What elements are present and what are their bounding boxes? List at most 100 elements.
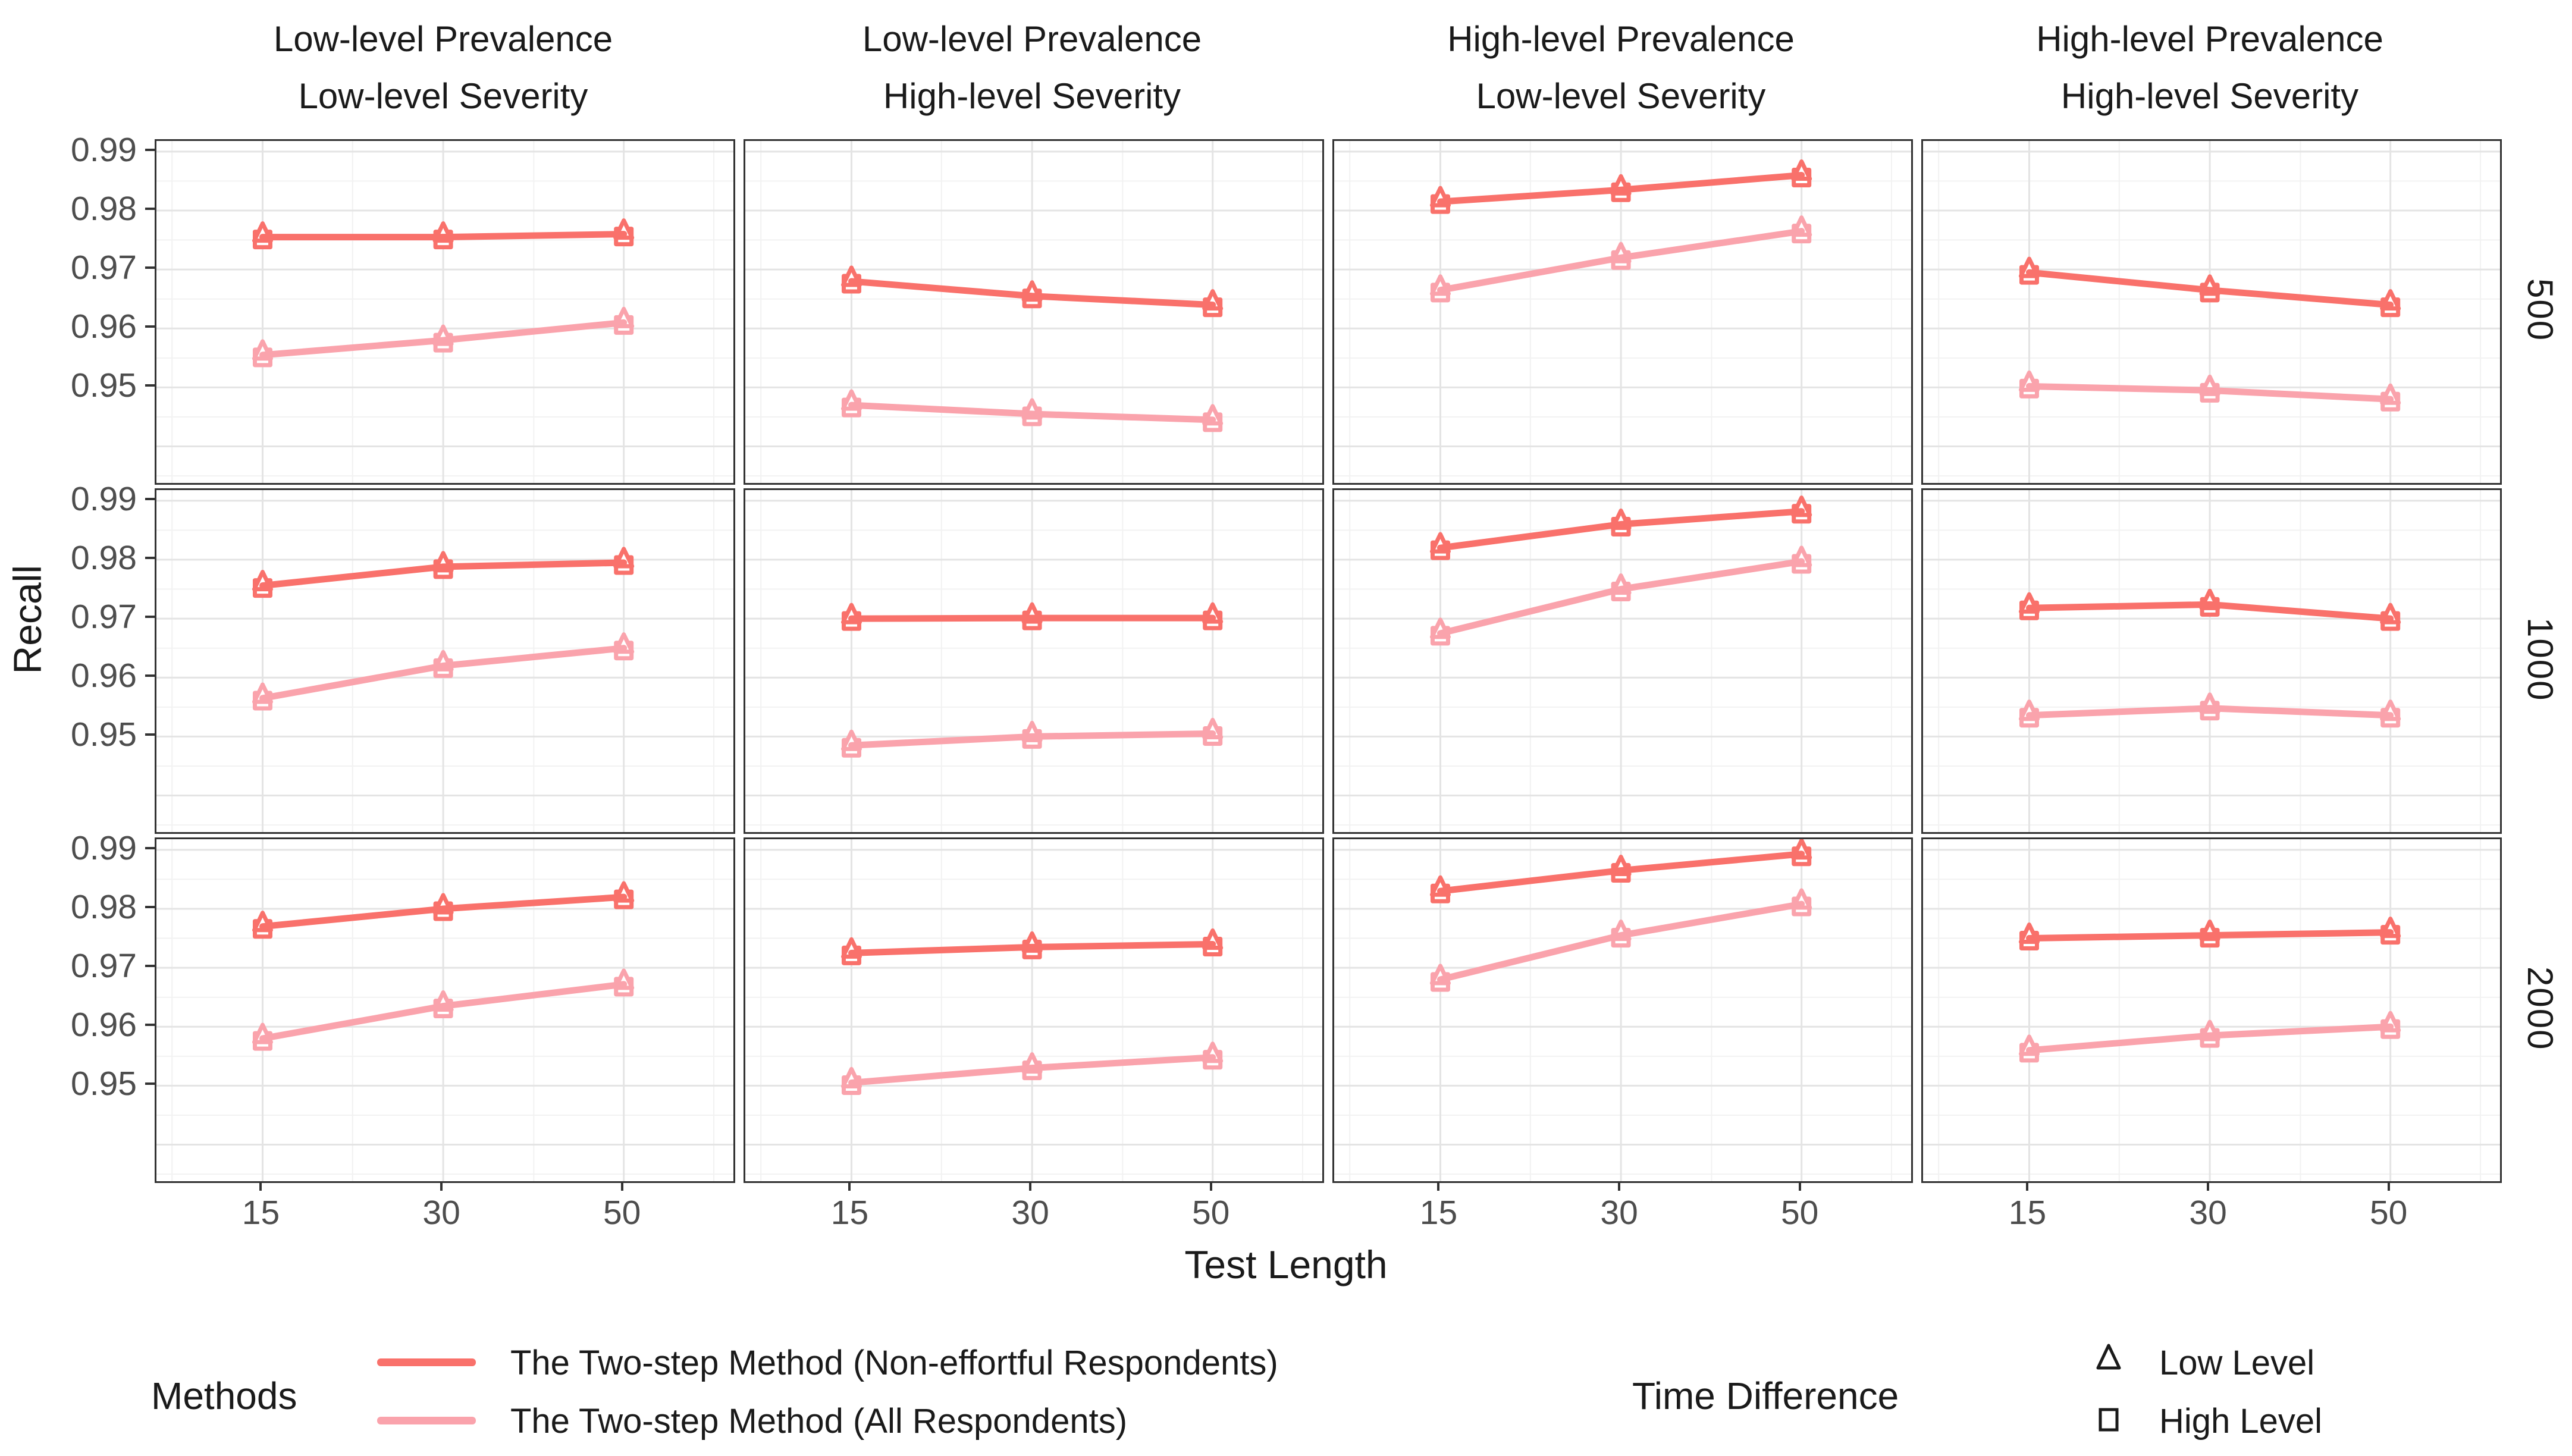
y-tick-mark [145,733,155,736]
series-line [2025,1023,2394,1054]
series-line [2025,705,2394,719]
x-tick-label: 15 [830,1194,869,1232]
x-tick-label: 50 [603,1194,641,1232]
y-tick-label: 0.95 [71,716,137,754]
legend-methods-title: Methods [151,1375,297,1417]
x-tick-mark [2387,1181,2390,1191]
series-line [848,730,1216,749]
x-tick-label: 15 [1419,1194,1458,1232]
facet-panel-1000-c2 [744,488,1324,834]
facet-column-title: High-level Prevalence Low-level Severity [1447,19,1795,116]
y-axis-title: Recall [5,565,49,674]
x-tick-label: 50 [1191,1194,1230,1232]
y-tick-mark [145,1082,155,1085]
series-line [2025,929,2394,942]
facet-row-strip: 1000 [2520,617,2560,702]
series-line [1436,900,1805,983]
facet-panel-1000-c4 [1921,488,2502,834]
y-tick-label: 0.96 [71,657,137,695]
y-tick-label: 0.97 [71,598,137,636]
y-tick-mark [145,1024,155,1027]
series-line [2025,269,2394,309]
y-tick-mark [145,325,155,328]
facet-row-strip: 500 [2520,278,2560,342]
legend-line-swatch-all-respondents [377,1417,476,1424]
legend-label-high-level: High Level [2159,1402,2323,1441]
y-tick-label: 0.95 [71,366,137,405]
x-tick-label: 30 [2189,1194,2227,1232]
series-line [1436,228,1805,294]
x-tick-label: 30 [1600,1194,1638,1232]
y-tick-mark [145,497,155,500]
y-tick-label: 0.96 [71,1006,137,1044]
legend-label-low-level: Low Level [2159,1344,2315,1382]
series-line [1436,508,1805,551]
facet-column-title: Low-level Prevalence High-level Severity [862,19,1202,116]
series-line [259,645,628,702]
series-line [2025,382,2394,403]
x-tick-mark [1209,1181,1212,1191]
x-tick-mark [620,1181,623,1191]
x-tick-mark [848,1181,851,1191]
series-line [848,401,1216,423]
facet-row-strip: 2000 [2520,966,2560,1051]
y-tick-label: 0.97 [71,947,137,986]
y-tick-mark [145,616,155,619]
y-tick-mark [145,148,155,151]
x-tick-label: 30 [1011,1194,1049,1232]
x-tick-mark [2207,1181,2210,1191]
legend-label-non-effortful: The Two-step Method (Non-effortful Respo… [510,1344,1278,1382]
x-tick-mark [2026,1181,2029,1191]
facet-panel-1000-c3 [1332,488,1913,834]
y-tick-label: 0.99 [71,479,137,518]
x-tick-label: 15 [241,1194,280,1232]
x-tick-mark [259,1181,262,1191]
x-tick-label: 50 [1780,1194,1819,1232]
y-tick-mark [145,965,155,968]
y-tick-label: 0.98 [71,887,137,926]
legend-time-difference-title: Time Difference [1632,1375,1899,1417]
y-tick-label: 0.97 [71,249,137,287]
y-tick-label: 0.95 [71,1065,137,1103]
facet-panel-500-c1 [155,139,735,485]
series-line [848,940,1216,956]
x-tick-mark [1798,1181,1801,1191]
x-axis-title: Test Length [1184,1242,1388,1286]
x-tick-mark [440,1181,443,1191]
facet-panel-1000-c1 [155,488,735,834]
series-line [259,319,628,359]
series-line [2025,601,2394,622]
triangle-icon [2096,1344,2121,1370]
x-tick-mark [1437,1181,1440,1191]
y-tick-label: 0.99 [71,829,137,867]
series-line [848,1054,1216,1086]
y-tick-label: 0.98 [71,189,137,228]
facet-panel-2000-c2 [744,837,1324,1183]
y-tick-mark [145,207,155,210]
facet-column-title: High-level Prevalence High-level Severity [2036,19,2383,116]
facet-panel-2000-c4 [1921,837,2502,1183]
series-line [848,278,1216,309]
series-line [259,981,628,1042]
series-line [259,231,628,241]
facet-panel-2000-c3 [1332,837,1913,1183]
y-tick-mark [145,556,155,559]
y-tick-label: 0.96 [71,307,137,346]
x-tick-mark [1618,1181,1621,1191]
y-tick-mark [145,905,155,908]
series-line [259,559,628,589]
facet-panel-500-c3 [1332,139,1913,485]
y-tick-mark [145,674,155,677]
series-line [1436,851,1805,895]
y-tick-mark [145,266,155,269]
x-tick-label: 15 [2008,1194,2047,1232]
legend-line-swatch-non-effortful [377,1358,476,1366]
x-tick-label: 30 [422,1194,460,1232]
x-tick-label: 50 [2369,1194,2408,1232]
series-line [848,614,1216,622]
series-line [259,893,628,930]
y-tick-mark [145,384,155,387]
x-tick-mark [1029,1181,1032,1191]
legend-label-all-respondents: The Two-step Method (All Respondents) [510,1402,1128,1441]
